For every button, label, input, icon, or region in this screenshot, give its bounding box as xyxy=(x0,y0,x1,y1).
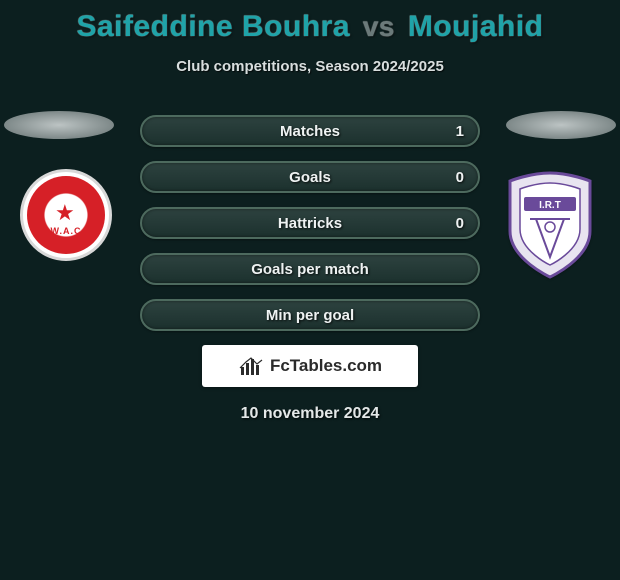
svg-text:I.R.T: I.R.T xyxy=(539,200,561,211)
player2-name: Moujahid xyxy=(408,10,544,43)
crest-right-graphic: I.R.T xyxy=(500,169,600,281)
stat-value-right: 0 xyxy=(456,215,464,232)
stat-value-right: 1 xyxy=(456,123,464,140)
subtitle: Club competitions, Season 2024/2025 xyxy=(0,58,620,75)
stat-bar: Hattricks 0 xyxy=(140,207,480,239)
stat-value-right: 0 xyxy=(456,169,464,186)
stat-bar: Matches 1 xyxy=(140,115,480,147)
stat-label: Matches xyxy=(280,123,340,140)
brand-text: FcTables.com xyxy=(270,356,382,376)
crest-left-text: W.A.C xyxy=(51,226,82,236)
page-title: Saifeddine Bouhra vs Moujahid xyxy=(0,0,620,44)
bar-chart-icon xyxy=(238,355,264,377)
club-crest-right: I.R.T xyxy=(500,169,600,281)
star-icon xyxy=(53,202,79,228)
player1-name: Saifeddine Bouhra xyxy=(76,10,350,43)
stat-bar: Goals per match xyxy=(140,253,480,285)
stat-label: Goals per match xyxy=(251,261,369,278)
stat-bar: Goals 0 xyxy=(140,161,480,193)
stat-label: Min per goal xyxy=(266,307,354,324)
club-crest-left: W.A.C xyxy=(20,169,112,261)
shadow-left xyxy=(4,111,114,139)
stat-bars: Matches 1 Goals 0 Hattricks 0 Goals per … xyxy=(140,115,480,331)
stats-section: W.A.C I.R.T Matches 1 Goals 0 Hattricks … xyxy=(0,115,620,423)
crest-left-graphic: W.A.C xyxy=(27,176,105,254)
stat-label: Goals xyxy=(289,169,331,186)
brand-badge: FcTables.com xyxy=(202,345,418,387)
stat-label: Hattricks xyxy=(278,215,342,232)
date-label: 10 november 2024 xyxy=(0,405,620,423)
stat-bar: Min per goal xyxy=(140,299,480,331)
shadow-right xyxy=(506,111,616,139)
vs-label: vs xyxy=(363,11,395,42)
